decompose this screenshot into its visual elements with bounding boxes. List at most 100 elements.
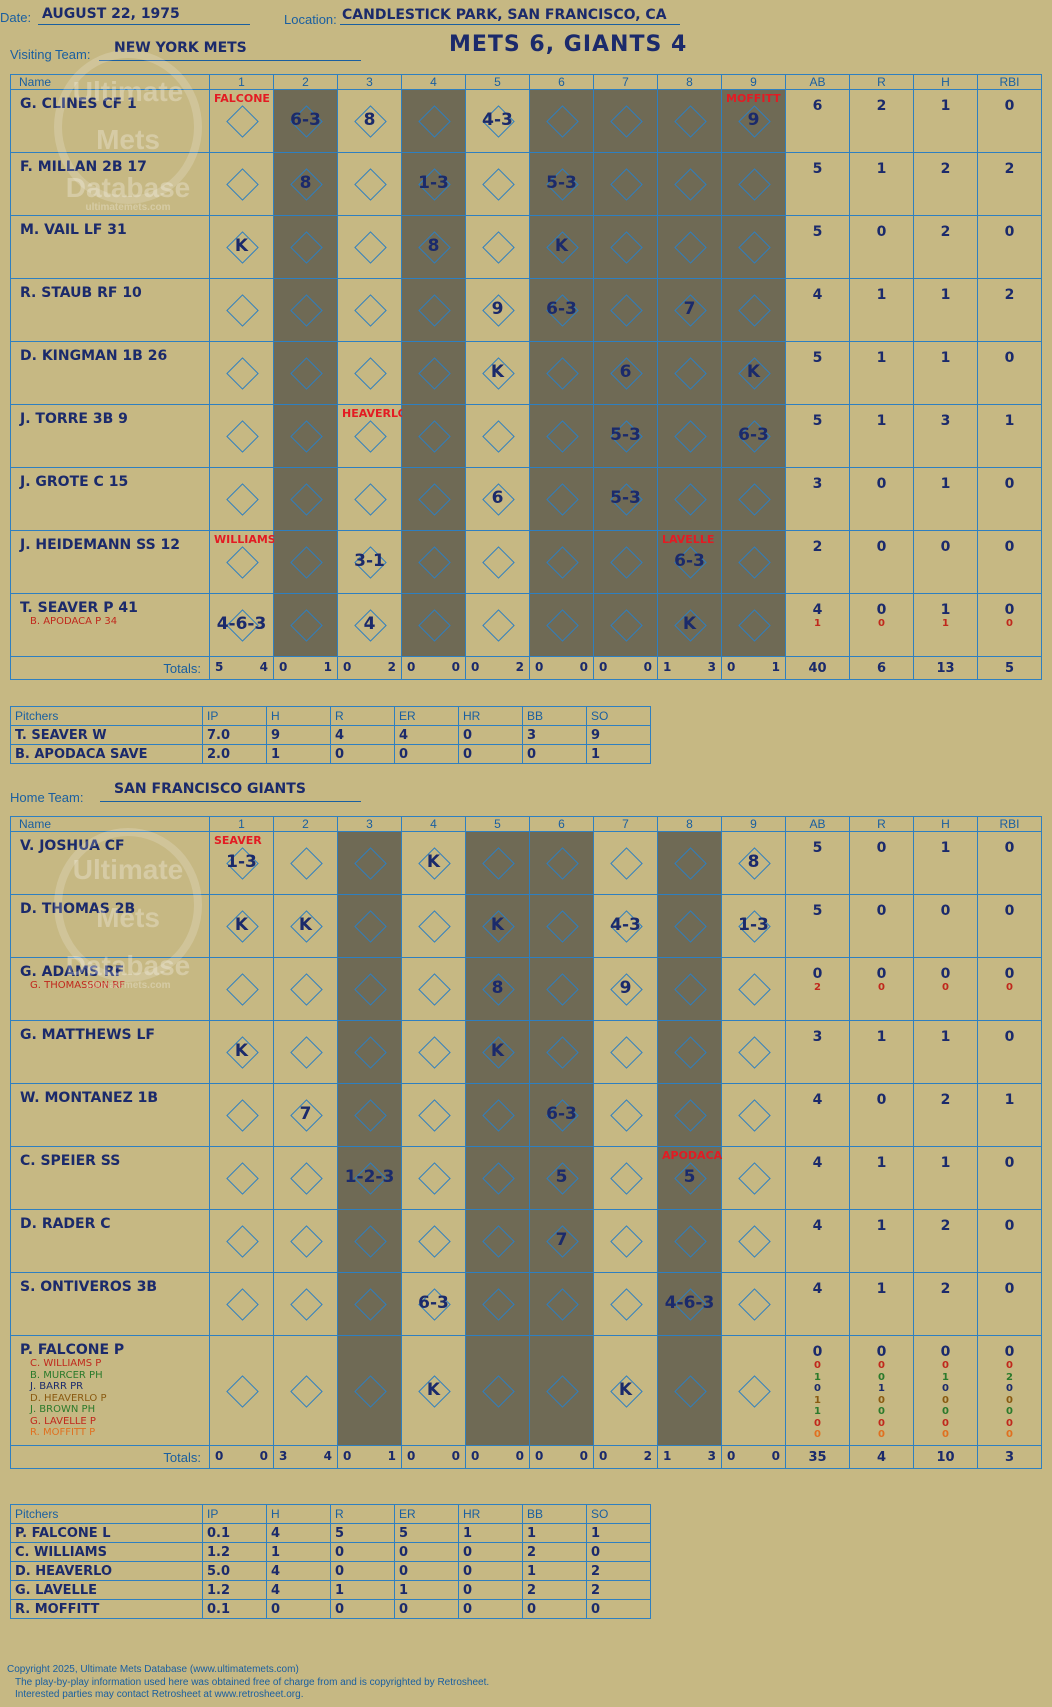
substitute-stat: 1: [814, 1394, 821, 1406]
inning-cell-3: [337, 341, 402, 405]
inning-header-7: 7: [593, 816, 658, 832]
diamond-icon: [737, 483, 771, 516]
pitching-change-note: LAVELLE: [662, 533, 715, 546]
stat-header-rbi: RBI: [977, 74, 1042, 90]
stat-value: 2: [940, 1281, 951, 1297]
diamond-icon: [481, 609, 515, 642]
substitute-stat: 0: [942, 1383, 949, 1394]
pitcher-stat: 0: [394, 1542, 459, 1562]
stat-value: 1: [940, 350, 951, 366]
inning-header-5: 5: [465, 74, 530, 90]
stat-cell-rbi: 0: [977, 831, 1042, 895]
diamond-icon: [673, 105, 707, 138]
game-total-value: 5: [1004, 661, 1015, 676]
inning-cell-9: [721, 1083, 786, 1147]
diamond-icon: [289, 294, 323, 327]
batter-row: J. HEIDEMANN SS 12 WILLIAMS 3-1 6-3 LAVELLE 2…: [10, 530, 1042, 594]
stat-header-h: H: [913, 74, 978, 90]
game-total-value: 40: [808, 661, 827, 676]
inning-cell-8: [657, 894, 722, 958]
inning-cell-8: 4-6-3: [657, 1272, 722, 1336]
game-total-value: 10: [936, 1450, 955, 1465]
stat-cell-r: 0: [849, 831, 914, 895]
play-mark: 8: [747, 852, 760, 872]
pitcher-header-hr: HR: [458, 1504, 523, 1524]
game-total-cell: 40: [785, 656, 850, 680]
inning-header-1: 1: [209, 74, 274, 90]
substitute-stat: 0: [1006, 982, 1013, 993]
play-mark: 8: [427, 236, 440, 256]
stat-cell-ab: 6: [785, 89, 850, 153]
inning-cell-2: [273, 341, 338, 405]
diamond-icon: [353, 294, 387, 327]
location-underline: [340, 4, 680, 25]
game-total-cell: 4: [849, 1445, 914, 1469]
inning-cell-5: K: [465, 341, 530, 405]
inning-cell-3: [337, 152, 402, 216]
inning-cell-6: [529, 593, 594, 657]
batter-row: G. MATTHEWS LF K K 3 1 1 0: [10, 1020, 1042, 1084]
substitute-stat: 0: [814, 1383, 821, 1394]
inning-cell-8: [657, 1335, 722, 1446]
diamond-icon: [609, 546, 643, 579]
substitute-stat: 1: [942, 1371, 949, 1383]
substitute-stat: 0: [942, 1417, 949, 1429]
inning-cell-7: [593, 1209, 658, 1273]
inning-header-2: 2: [273, 816, 338, 832]
inning-cell-3: [337, 1083, 402, 1147]
stat-value: 1: [876, 1218, 887, 1234]
stat-value: 0: [876, 903, 887, 919]
stat-value: 5: [812, 413, 823, 429]
inning-cell-5: [465, 215, 530, 279]
pitcher-stat: 0: [330, 1542, 395, 1562]
play-mark: 5: [555, 1167, 568, 1187]
diamond-icon: [545, 357, 579, 390]
diamond-icon: [289, 1162, 323, 1195]
diamond-icon: [673, 420, 707, 453]
play-mark: 5: [683, 1167, 696, 1187]
play-mark: 1-3: [738, 915, 769, 935]
diamond-icon: [481, 420, 515, 453]
substitute-stat: 0: [878, 1406, 885, 1417]
stat-header-h: H: [913, 816, 978, 832]
stat-cell-h: 1: [913, 89, 978, 153]
diamond-icon: [673, 1036, 707, 1069]
pitcher-stat: 0.1: [202, 1599, 267, 1619]
play-mark: 5-3: [610, 488, 641, 508]
inning-cell-5: 6: [465, 467, 530, 531]
stat-cell-r: 1: [849, 341, 914, 405]
pitcher-stat: 0: [522, 744, 587, 764]
pitcher-stat: 0: [330, 744, 395, 764]
play-mark: 7: [683, 299, 696, 319]
diamond-icon: [609, 1225, 643, 1258]
game-total-value: 13: [936, 661, 955, 676]
pitcher-stat: 0: [586, 1542, 651, 1562]
substitute-stat: 0: [1006, 618, 1013, 629]
diamond-icon: [417, 910, 451, 943]
stat-cell-r: 1: [849, 1020, 914, 1084]
inning-hits: 0: [579, 660, 588, 674]
diamond-icon: [545, 1374, 579, 1408]
stat-cell-h: 1: [913, 1146, 978, 1210]
batter-name-cell: S. ONTIVEROS 3B: [10, 1272, 210, 1336]
diamond-icon: [609, 609, 643, 642]
diamond-icon: [481, 847, 515, 880]
diamond-icon: [609, 1099, 643, 1132]
diamond-icon: [353, 420, 387, 453]
diamond-icon: [289, 1288, 323, 1321]
stat-value: 0: [940, 539, 951, 555]
inning-cell-4: 6-3: [401, 1272, 466, 1336]
inning-hits: 4: [259, 660, 268, 674]
diamond-icon: [417, 1225, 451, 1258]
pitcher-stat: 1: [522, 1523, 587, 1543]
stat-value: 0: [1004, 966, 1015, 982]
inning-hits: 0: [515, 1449, 524, 1463]
stat-value: 0: [876, 966, 887, 982]
inning-cell-7: K: [593, 1335, 658, 1446]
stat-value: 0: [876, 539, 887, 555]
diamond-icon: [609, 847, 643, 880]
inning-cell-7: [593, 89, 658, 153]
